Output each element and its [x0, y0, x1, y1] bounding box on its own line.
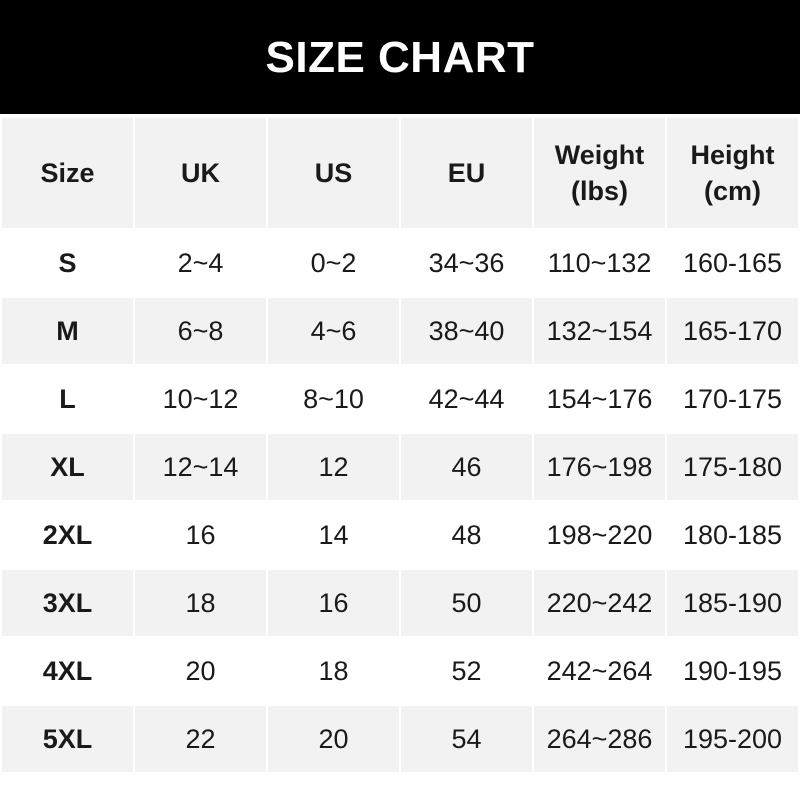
table-cell: 52 — [399, 636, 534, 706]
table-cell: 160-165 — [665, 228, 800, 298]
column-header: UK — [133, 116, 268, 230]
table-cell: 0~2 — [266, 228, 401, 298]
table-row: 5XL 22 20 54 264~286 195-200 — [0, 704, 800, 774]
table-cell: 18 — [133, 568, 268, 638]
size-label-cell: 4XL — [0, 636, 135, 706]
table-cell: 54 — [399, 704, 534, 774]
table-cell: 4~6 — [266, 296, 401, 366]
column-header-unit: (lbs) — [571, 176, 628, 206]
table-row: L 10~12 8~10 42~44 154~176 170-175 — [0, 364, 800, 434]
table-cell: 195-200 — [665, 704, 800, 774]
table-cell: 14 — [266, 500, 401, 570]
size-chart-table: Size UK US EU Weight (lbs) Height (cm) S 2~4 0~2 3… — [0, 116, 800, 774]
table-cell: 16 — [133, 500, 268, 570]
column-header-unit: (cm) — [703, 176, 761, 206]
table-cell: 34~36 — [399, 228, 534, 298]
table-cell: 176~198 — [532, 432, 667, 502]
table-cell: 46 — [399, 432, 534, 502]
column-header-label: UK — [181, 158, 220, 188]
title-banner: SIZE CHART — [0, 0, 800, 114]
table-cell: 20 — [133, 636, 268, 706]
table-cell: 175-180 — [665, 432, 800, 502]
column-header-label: Size — [40, 158, 95, 188]
size-label-cell: XL — [0, 432, 135, 502]
column-header-label: US — [314, 158, 353, 188]
table-cell: 264~286 — [532, 704, 667, 774]
column-header: US — [266, 116, 401, 230]
table-cell: 170-175 — [665, 364, 800, 434]
table-cell: 220~242 — [532, 568, 667, 638]
column-header: EU — [399, 116, 534, 230]
table-cell: 42~44 — [399, 364, 534, 434]
table-header-row: Size UK US EU Weight (lbs) Height (cm) — [0, 116, 800, 230]
size-label-cell: L — [0, 364, 135, 434]
column-header-label: Weight — [554, 140, 645, 170]
page-title: SIZE CHART — [265, 33, 535, 82]
table-cell: 180-185 — [665, 500, 800, 570]
table-cell: 20 — [266, 704, 401, 774]
table-cell: 132~154 — [532, 296, 667, 366]
table-row: 3XL 18 16 50 220~242 185-190 — [0, 568, 800, 638]
column-header: Weight (lbs) — [532, 116, 667, 230]
table-cell: 110~132 — [532, 228, 667, 298]
table-cell: 198~220 — [532, 500, 667, 570]
size-label-cell: M — [0, 296, 135, 366]
table-cell: 10~12 — [133, 364, 268, 434]
table-cell: 242~264 — [532, 636, 667, 706]
size-label-cell: S — [0, 228, 135, 298]
size-label-cell: 3XL — [0, 568, 135, 638]
table-cell: 12~14 — [133, 432, 268, 502]
table-cell: 2~4 — [133, 228, 268, 298]
table-row: M 6~8 4~6 38~40 132~154 165-170 — [0, 296, 800, 366]
table-cell: 165-170 — [665, 296, 800, 366]
size-label-cell: 5XL — [0, 704, 135, 774]
table-cell: 190-195 — [665, 636, 800, 706]
table-cell: 8~10 — [266, 364, 401, 434]
column-header-label: Height — [690, 140, 775, 170]
table-cell: 38~40 — [399, 296, 534, 366]
table-cell: 16 — [266, 568, 401, 638]
table-row: S 2~4 0~2 34~36 110~132 160-165 — [0, 228, 800, 298]
table-row: XL 12~14 12 46 176~198 175-180 — [0, 432, 800, 502]
table-cell: 48 — [399, 500, 534, 570]
table-cell: 50 — [399, 568, 534, 638]
table-row: 2XL 16 14 48 198~220 180-185 — [0, 500, 800, 570]
table-cell: 154~176 — [532, 364, 667, 434]
column-header: Height (cm) — [665, 116, 800, 230]
column-header-label: EU — [447, 158, 486, 188]
table-cell: 18 — [266, 636, 401, 706]
table-body: S 2~4 0~2 34~36 110~132 160-165 M 6~8 4~6 38~40 13… — [0, 228, 800, 774]
table-cell: 12 — [266, 432, 401, 502]
column-header: Size — [0, 116, 135, 230]
table-cell: 22 — [133, 704, 268, 774]
size-label-cell: 2XL — [0, 500, 135, 570]
table-cell: 185-190 — [665, 568, 800, 638]
table-row: 4XL 20 18 52 242~264 190-195 — [0, 636, 800, 706]
table-cell: 6~8 — [133, 296, 268, 366]
